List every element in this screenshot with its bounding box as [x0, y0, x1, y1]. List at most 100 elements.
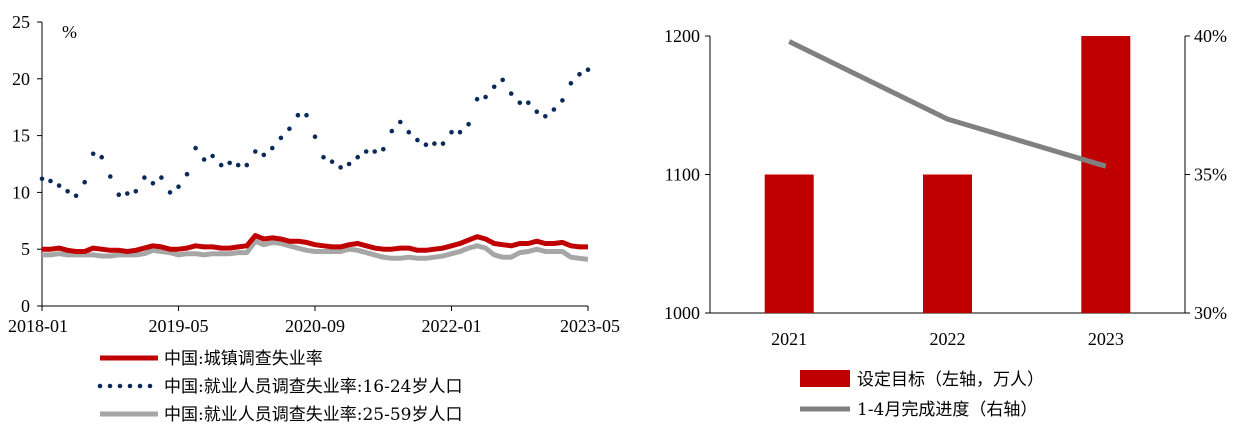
series-point-youth [125, 191, 130, 196]
series-point-youth [398, 119, 403, 125]
legend-label: 设定目标（左轴，万人） [857, 370, 1044, 390]
series-point-youth [415, 137, 420, 143]
bar-target-2023 [1081, 36, 1131, 313]
series-point-youth [423, 142, 429, 147]
bar-target-2022 [923, 174, 972, 313]
legend-label: 中国:城镇调查失业率 [164, 349, 323, 369]
legend-label: 中国:就业人员调查失业率:25-59岁人口 [164, 405, 462, 425]
series-point-youth [508, 91, 514, 96]
legend-swatch-dotted [137, 383, 143, 389]
right-x-tick-label: 2021 [771, 329, 807, 349]
series-line-prime-age [42, 238, 589, 262]
right-right-tick-label: 30% [1194, 303, 1227, 323]
legend-swatch-bar [800, 370, 850, 387]
series-point-youth [193, 145, 198, 151]
right-legend: 设定目标（左轴，万人） 1-4月完成进度（右轴） [800, 370, 1044, 420]
right-x-tick-label: 2022 [930, 329, 966, 349]
series-line-urban [42, 233, 588, 254]
series-point-youth [526, 100, 531, 105]
left-series [39, 67, 591, 262]
series-point-youth [491, 84, 497, 90]
left-y-tick-label: 15 [12, 126, 30, 146]
series-point-youth [534, 109, 540, 114]
left-x-ticks: 2018-01 2019-05 2020-09 2022-01 2023-05 [8, 306, 620, 336]
right-left-tick-label: 1000 [664, 303, 700, 323]
series-point-youth [287, 126, 292, 132]
series-point-youth [218, 162, 224, 168]
series-point-youth [372, 149, 378, 154]
series-point-youth [184, 171, 190, 177]
series-point-youth [65, 189, 70, 194]
right-line-series [788, 39, 1107, 169]
left-x-tick-label: 2023-05 [560, 316, 620, 336]
series-point-youth [116, 192, 122, 197]
series-point-youth [440, 141, 446, 146]
series-point-youth [474, 96, 480, 102]
series-point-youth [457, 129, 463, 135]
left-x-tick-label: 2020-09 [285, 316, 345, 336]
series-point-youth [235, 162, 241, 168]
left-y-tick-label: 10 [12, 182, 30, 202]
series-point-youth [551, 107, 557, 112]
bar-target-2021 [764, 174, 814, 313]
right-left-tick-label: 1100 [665, 165, 700, 185]
legend-label: 中国:就业人员调查失业率:16-24岁人口 [164, 377, 462, 397]
series-point-youth [167, 190, 173, 195]
series-point-youth [381, 146, 386, 152]
series-point-youth [210, 153, 215, 159]
right-x-ticks: 2021 2022 2023 [771, 329, 1124, 349]
series-point-youth [244, 162, 250, 168]
legend-label: 1-4月完成进度（右轴） [857, 400, 1037, 420]
series-point-youth [560, 98, 565, 103]
legend-swatch-dotted [107, 383, 113, 389]
series-point-youth [363, 149, 369, 154]
series-point-youth [56, 183, 62, 188]
left-x-tick-label: 2022-01 [422, 316, 482, 336]
series-point-youth [432, 141, 437, 146]
right-y-ticks-right: 30% 35% 40% [1185, 26, 1227, 323]
series-point-youth [90, 151, 96, 157]
series-point-youth [389, 128, 395, 134]
series-line-progress [788, 39, 1107, 169]
right-chart: 1000 1100 1200 30% 35% 40% 2021 2022 2023 设定目标… [664, 26, 1227, 420]
series-point-youth [39, 176, 45, 182]
series-point-youth [568, 81, 574, 86]
series-point-youth [483, 94, 488, 100]
series-point-youth [270, 145, 275, 151]
legend-swatch-dotted [127, 383, 133, 389]
right-y-ticks-left: 1000 1100 1200 [664, 26, 710, 323]
left-y-tick-label: 5 [21, 239, 30, 259]
series-point-youth [304, 112, 309, 118]
left-y-tick-label: 25 [12, 12, 30, 32]
right-bars [764, 36, 1131, 313]
series-point-youth [338, 165, 343, 170]
series-point-youth [329, 159, 335, 164]
legend-swatch-dotted [117, 383, 123, 389]
left-unit-label: % [62, 22, 77, 42]
right-right-tick-label: 40% [1194, 26, 1227, 46]
right-right-tick-label: 35% [1194, 165, 1227, 185]
series-point-youth [159, 175, 164, 180]
series-point-youth [99, 154, 104, 160]
series-point-youth [577, 72, 582, 77]
series-point-youth [355, 154, 361, 160]
legend-swatch-dotted [147, 383, 153, 389]
series-point-youth [142, 175, 147, 180]
series-point-youth [585, 67, 591, 72]
series-point-youth [176, 184, 181, 189]
series-point-youth [82, 179, 87, 185]
left-x-tick-label: 2019-05 [149, 316, 209, 336]
right-x-tick-label: 2023 [1088, 329, 1124, 349]
left-chart: % 0 5 10 15 20 25 2018-01 2019-05 2020-09 2022-0… [8, 12, 620, 425]
series-point-youth [321, 154, 326, 160]
left-x-tick-label: 2018-01 [8, 316, 68, 336]
left-y-ticks: 0 5 10 15 20 25 [12, 12, 42, 316]
series-point-youth [201, 157, 207, 162]
series-point-youth [227, 160, 232, 166]
series-point-youth [346, 161, 352, 167]
left-legend: 中国:城镇调查失业率中国:就业人员调查失业率:16-24岁人口中国:就业人员调查… [97, 349, 462, 425]
series-point-youth [150, 181, 156, 186]
series-point-youth [295, 112, 301, 118]
series-point-youth [261, 152, 267, 158]
